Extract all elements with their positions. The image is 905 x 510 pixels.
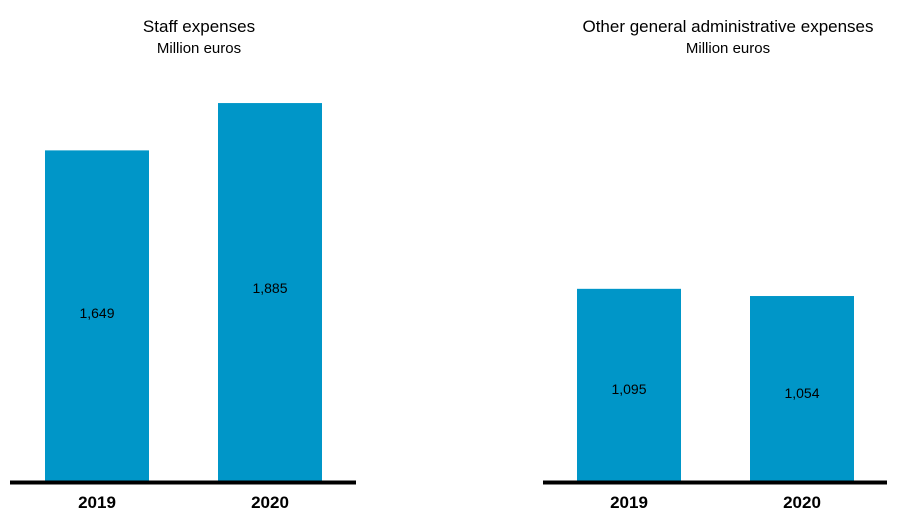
x-tick-label: 2019 [78,493,116,510]
bar-2020 [750,296,854,481]
chart-title: Staff expenses [143,17,255,36]
x-tick-label: 2019 [610,493,648,510]
data-label: 1,885 [252,280,287,296]
chart-subtitle: Million euros [157,40,241,57]
x-tick-label: 2020 [783,493,821,510]
chart-title: Other general administrative expenses [582,17,873,36]
bar-2019 [577,288,681,481]
bar-2020 [218,103,322,482]
bar-2019 [45,150,149,482]
data-label: 1,054 [784,385,819,401]
data-label: 1,649 [79,305,114,321]
chart-subtitle: Million euros [686,40,770,57]
data-label: 1,095 [611,381,646,397]
x-tick-label: 2020 [251,493,289,510]
